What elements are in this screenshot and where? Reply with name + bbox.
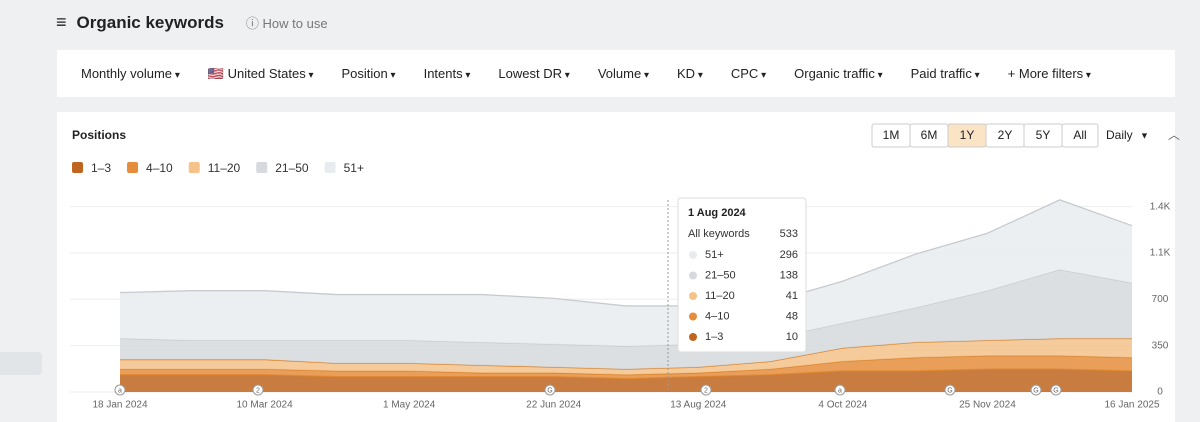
x-tick-label: 13 Aug 2024	[670, 400, 727, 411]
panel-title: Positions	[72, 128, 126, 142]
sidebar-item[interactable]	[0, 352, 42, 375]
range-label: 6M	[921, 128, 938, 142]
legend-checkbox[interactable]	[256, 162, 268, 173]
tooltip-total-label: All keywords	[688, 228, 750, 240]
page-title: Organic keywords	[76, 12, 224, 32]
x-tick-label: 10 Mar 2024	[236, 400, 293, 411]
legend-label: 1–3	[91, 161, 111, 175]
annotation-marker[interactable]	[544, 384, 556, 396]
tooltip-value: 138	[780, 269, 798, 281]
tooltip-value: 10	[786, 331, 798, 343]
interval-caret: ▼	[1140, 130, 1149, 140]
more-filters[interactable]: + More filters	[1008, 66, 1091, 81]
tooltip-dot	[689, 333, 697, 341]
annotation-marker[interactable]	[1030, 384, 1042, 396]
annotation-label: G	[547, 387, 552, 394]
tooltip-dot	[689, 312, 697, 321]
filter-bar: Monthly volume 🇺🇸 United States Position In…	[57, 50, 1175, 97]
annotation-marker[interactable]	[114, 384, 126, 396]
range-button[interactable]	[1061, 123, 1099, 148]
tooltip-series: 11–20	[705, 290, 735, 302]
more-filters-text: More filters	[1019, 66, 1091, 81]
filter[interactable]: Paid traffic	[911, 66, 980, 81]
annotation-marker[interactable]	[1050, 384, 1062, 396]
y-tick-label: 700	[1152, 294, 1169, 305]
filter[interactable]: Intents	[424, 66, 471, 81]
filter[interactable]: 🇺🇸 United States	[208, 66, 314, 82]
collapse-icon[interactable]: ︿	[1168, 128, 1180, 142]
y-tick-label: 0	[1157, 387, 1163, 398]
legend-label: 51+	[344, 161, 364, 175]
filter[interactable]: KD	[677, 66, 703, 81]
interval-select[interactable]: Daily	[1106, 128, 1133, 142]
x-tick-label: 25 Nov 2024	[959, 400, 1016, 411]
help-link[interactable]: ⓘ How to use	[245, 16, 328, 31]
area	[120, 269, 1132, 370]
tooltip-value: 296	[780, 249, 798, 261]
legend-label: 21–50	[275, 161, 309, 175]
legend-checkbox[interactable]	[72, 162, 83, 173]
x-tick-label: 1 May 2024	[383, 400, 436, 411]
tooltip-date: 1 Aug 2024	[688, 207, 747, 219]
tooltip-value: 48	[786, 310, 798, 322]
annotation-label: a	[838, 387, 842, 394]
annotation-label: G	[947, 387, 952, 394]
x-tick-label: 4 Oct 2024	[818, 400, 867, 411]
tooltip-total: 533	[780, 228, 798, 240]
tooltip-dot	[689, 292, 697, 300]
legend-checkbox[interactable]	[127, 162, 139, 173]
header: ≡ Organic keywords ⓘ How to use	[56, 12, 328, 33]
legend-checkbox[interactable]	[324, 162, 336, 173]
range-label: 1M	[883, 128, 900, 142]
area-line	[119, 199, 1133, 307]
annotation-label: 2	[704, 387, 708, 394]
y-tick-label: 1.1K	[1150, 248, 1171, 259]
range-label: 5Y	[1036, 128, 1051, 142]
filter[interactable]: Volume	[598, 66, 649, 81]
x-tick-label: 16 Jan 2025	[1104, 400, 1159, 411]
annotation-label: G	[1033, 387, 1038, 394]
legend-checkbox[interactable]	[188, 162, 200, 173]
help-text: How to use	[262, 16, 328, 31]
annotation-marker[interactable]	[944, 384, 956, 396]
legend-label: 11–20	[208, 161, 241, 175]
tooltip-dot	[689, 271, 697, 280]
filter[interactable]: Monthly volume	[81, 66, 180, 81]
area	[120, 355, 1132, 379]
y-tick-label: 350	[1152, 340, 1169, 351]
filter[interactable]: Organic traffic	[794, 66, 883, 81]
annotation-label: 2	[256, 387, 260, 394]
range-label: All	[1073, 128, 1086, 142]
legend-label: 4–10	[146, 161, 173, 175]
range-label: 1Y	[960, 128, 975, 142]
annotation-marker[interactable]	[252, 384, 264, 396]
tooltip-series: 4–10	[705, 310, 729, 322]
area	[120, 199, 1132, 347]
x-tick-label: 22 Jun 2024	[526, 400, 581, 411]
menu-icon[interactable]: ≡	[56, 12, 67, 32]
filter[interactable]: Lowest DR	[498, 66, 569, 81]
tooltip-series: 1–3	[705, 331, 723, 343]
x-tick-label: 18 Jan 2024	[92, 400, 147, 411]
annotation-label: a	[118, 387, 122, 394]
range-label: 2Y	[998, 128, 1013, 142]
tooltip-series: 21–50	[705, 269, 736, 281]
annotation-marker[interactable]	[834, 384, 846, 396]
y-tick-label: 1.4K	[1150, 201, 1171, 212]
annotation-label: G	[1053, 387, 1058, 394]
tooltip	[677, 197, 807, 353]
filter[interactable]: Position	[342, 66, 396, 81]
tooltip-series: 51+	[705, 249, 724, 261]
tooltip-dot	[689, 251, 697, 259]
area	[120, 338, 1132, 375]
annotation-marker[interactable]	[700, 384, 712, 396]
filter[interactable]: CPC	[731, 66, 766, 81]
tooltip-value: 41	[786, 290, 798, 302]
area	[120, 369, 1132, 392]
